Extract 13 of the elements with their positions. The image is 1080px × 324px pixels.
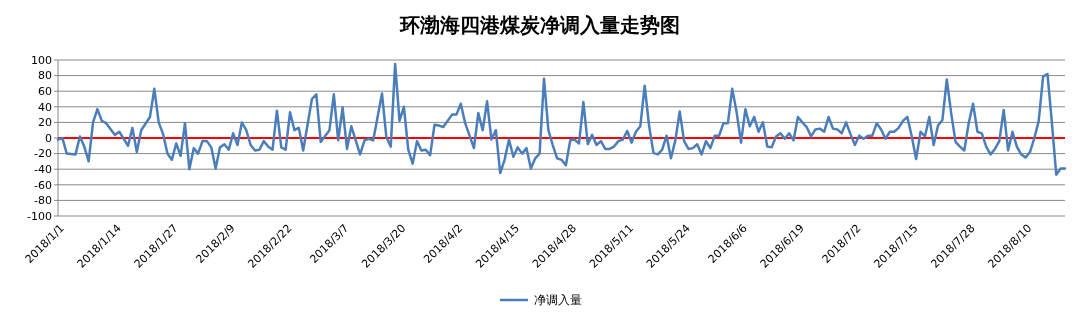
y-tick-label: 0	[45, 131, 52, 145]
chart-title: 环渤海四港煤炭净调入量走势图	[399, 13, 680, 37]
y-tick-label: -40	[34, 163, 52, 177]
y-tick-label: 20	[38, 116, 52, 130]
y-tick-label: -20	[34, 147, 52, 161]
y-tick-label: 40	[38, 100, 52, 114]
legend-label: 净调入量	[534, 293, 582, 307]
y-tick-label: 60	[38, 85, 52, 99]
y-tick-label: -100	[27, 209, 52, 223]
y-tick-label: -60	[34, 178, 52, 192]
y-tick-label: 100	[31, 53, 52, 67]
y-tick-label: 80	[38, 69, 52, 83]
y-tick-label: -80	[34, 194, 52, 208]
